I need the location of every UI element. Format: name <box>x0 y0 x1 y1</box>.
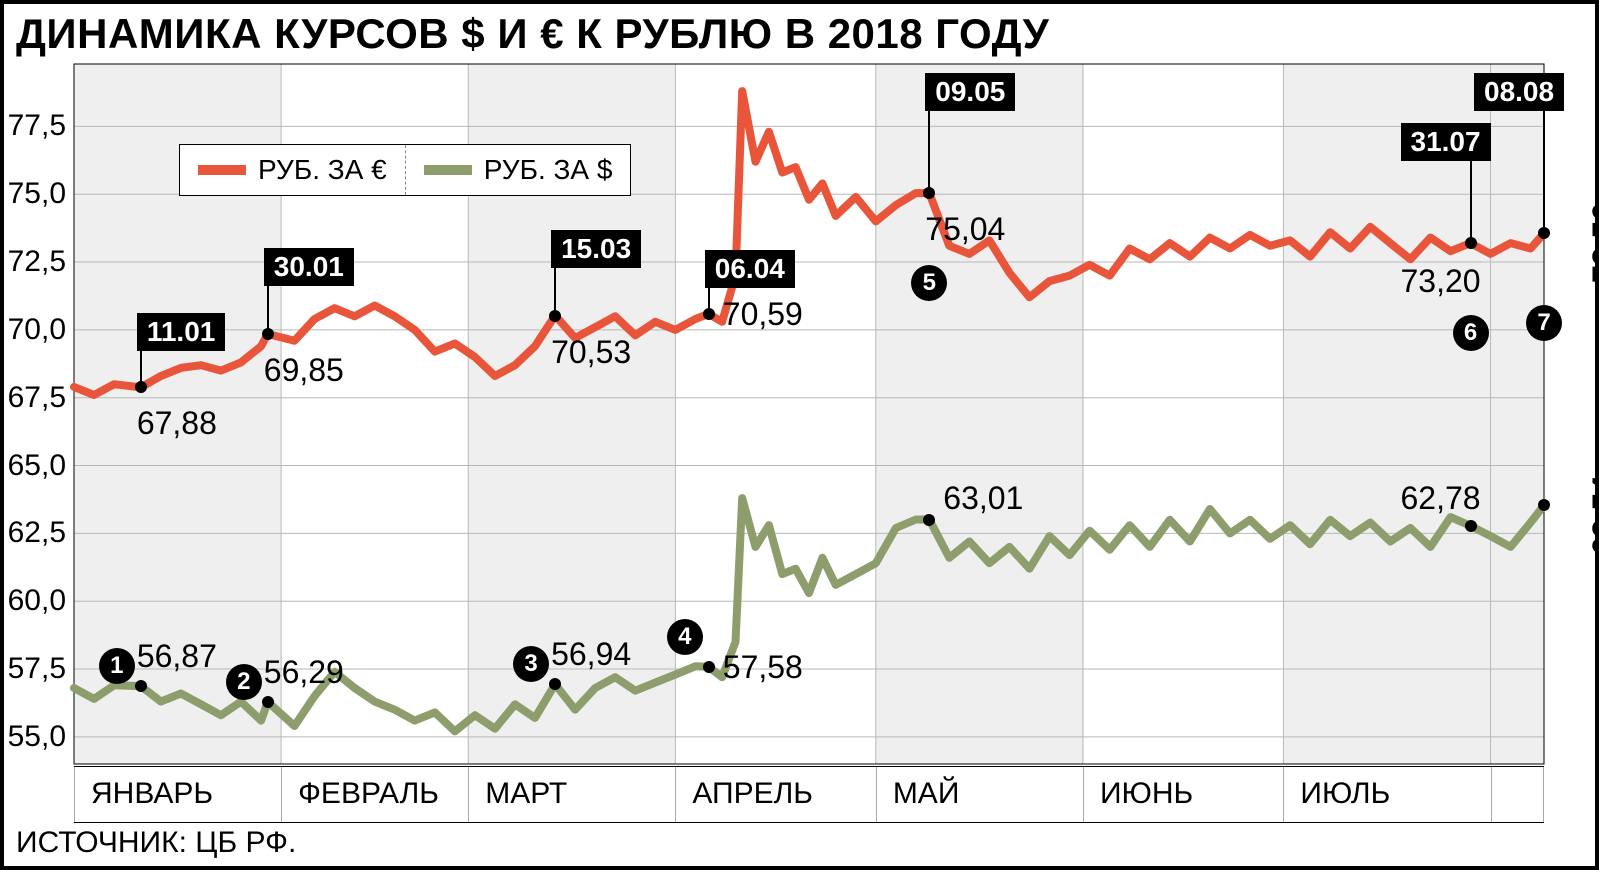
date-callout-tag: 15.03 <box>551 230 641 268</box>
month-label: МАРТ <box>469 767 675 811</box>
month-label: ФЕВРАЛЬ <box>282 767 468 811</box>
data-point-dot <box>135 680 147 692</box>
date-callout-tag: 31.07 <box>1401 123 1491 161</box>
source-label: ИСТОЧНИК: ЦБ РФ. <box>16 826 296 860</box>
data-point-dot <box>135 381 147 393</box>
legend-label-usd: РУБ. ЗА $ <box>484 154 613 186</box>
data-point-dot <box>1465 237 1477 249</box>
y-tick-label: 75,0 <box>8 177 66 211</box>
date-callout-tag: 06.04 <box>705 250 795 288</box>
value-label-eur: 75,04 <box>925 211 1005 248</box>
month-label: АПРЕЛЬ <box>676 767 875 811</box>
y-tick-label: 67,5 <box>8 381 66 415</box>
month-cell: МАРТ <box>468 767 675 822</box>
data-point-dot <box>1538 227 1550 239</box>
event-badge: 1 <box>99 648 135 684</box>
event-badge: 6 <box>1453 315 1489 351</box>
value-label-usd: 56,87 <box>137 638 217 675</box>
data-point-dot <box>1465 520 1477 532</box>
value-label-usd: 56,94 <box>551 636 631 673</box>
y-tick-label: 72,5 <box>8 245 66 279</box>
data-point-dot <box>703 308 715 320</box>
y-tick-label: 70,0 <box>8 313 66 347</box>
date-callout-tag: 08.08 <box>1474 73 1564 111</box>
y-tick-label: 60,0 <box>8 584 66 618</box>
date-callout-tag: 09.05 <box>925 73 1015 111</box>
data-point-dot <box>549 310 561 322</box>
chart-title: ДИНАМИКА КУРСОВ $ И € К РУБЛЮ В 2018 ГОД… <box>16 10 1049 58</box>
data-point-dot <box>923 514 935 526</box>
month-cell: ФЕВРАЛЬ <box>281 767 468 822</box>
month-cell: АПРЕЛЬ <box>675 767 875 822</box>
y-tick-label: 57,5 <box>8 652 66 686</box>
data-point-dot <box>703 661 715 673</box>
data-point-dot <box>1538 499 1550 511</box>
value-label-usd: 57,58 <box>723 649 803 686</box>
end-value-usd: 63,54 <box>1586 475 1599 555</box>
date-callout-tag: 11.01 <box>137 313 226 351</box>
y-tick-label: 77,5 <box>8 109 66 143</box>
value-label-eur: 67,88 <box>137 405 217 442</box>
data-point-dot <box>262 328 274 340</box>
legend-swatch-usd <box>424 165 472 175</box>
value-label-eur: 69,85 <box>264 352 344 389</box>
month-axis: ЯНВАРЬФЕВРАЛЬМАРТАПРЕЛЬМАЙИЮНЬИЮЛЬ <box>74 766 1544 823</box>
data-point-dot <box>549 678 561 690</box>
legend-item-usd: РУБ. ЗА $ <box>405 145 631 195</box>
date-callout-tag: 30.01 <box>264 248 354 286</box>
data-point-dot <box>262 696 274 708</box>
month-cell: ИЮНЬ <box>1083 767 1283 822</box>
plot-area: 11.01 67,88 56,871 30.01 69,85 56,292 15.03 70,… <box>74 64 1544 764</box>
month-label: ЯНВАРЬ <box>75 767 281 811</box>
y-tick-label: 62,5 <box>8 516 66 550</box>
value-label-usd: 62,78 <box>1401 480 1481 517</box>
y-tick-label: 65,0 <box>8 449 66 483</box>
event-badge: 3 <box>513 646 549 682</box>
month-label: ИЮНЬ <box>1084 767 1283 811</box>
value-label-usd: 63,01 <box>943 480 1023 517</box>
legend-item-eur: РУБ. ЗА € <box>180 145 405 195</box>
event-badge: 2 <box>226 664 262 700</box>
legend-swatch-eur <box>198 165 246 175</box>
value-label-usd: 56,29 <box>264 654 344 691</box>
value-label-eur: 70,59 <box>723 296 803 333</box>
data-point-dot <box>923 187 935 199</box>
event-badge: 5 <box>911 265 947 301</box>
legend-label-eur: РУБ. ЗА € <box>258 154 387 186</box>
month-label: МАЙ <box>877 767 1083 811</box>
end-value-eur: 73,56 <box>1586 203 1599 283</box>
legend: РУБ. ЗА € РУБ. ЗА $ <box>179 144 631 196</box>
month-cell: ИЮЛЬ <box>1283 767 1490 822</box>
value-label-eur: 70,53 <box>551 334 631 371</box>
event-badge: 4 <box>667 619 703 655</box>
event-badge: 7 <box>1526 305 1562 341</box>
value-label-eur: 73,20 <box>1401 263 1481 300</box>
month-cell: МАЙ <box>876 767 1083 822</box>
month-label: ИЮЛЬ <box>1284 767 1490 811</box>
y-tick-label: 55,0 <box>8 720 66 754</box>
month-cell: ЯНВАРЬ <box>74 767 281 822</box>
